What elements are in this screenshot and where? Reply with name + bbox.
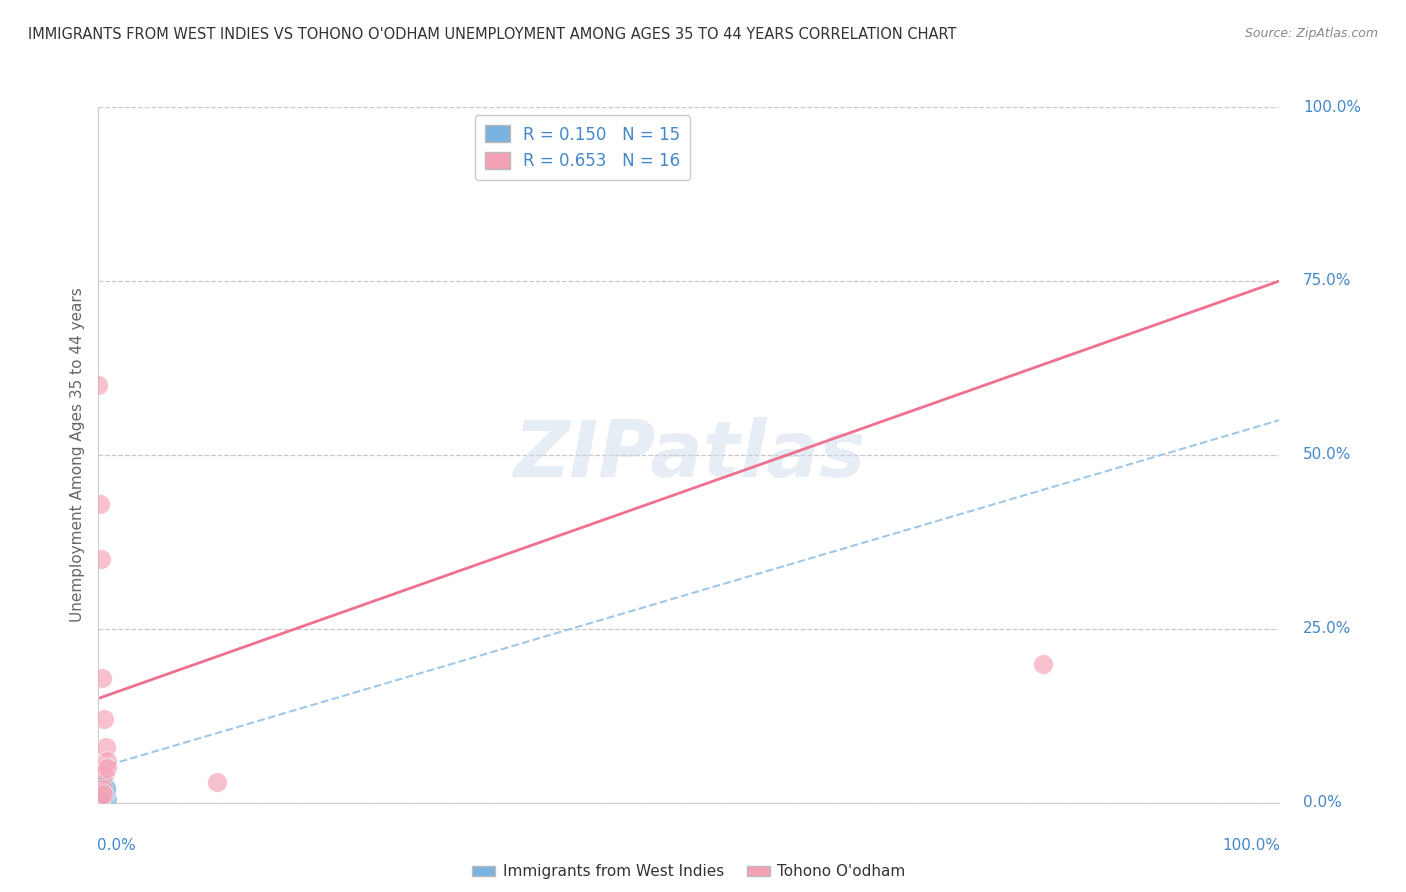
Point: [91, 671, 114, 685]
Point: [91, 790, 114, 805]
Text: 50.0%: 50.0%: [1303, 448, 1351, 462]
Point: [89, 794, 111, 808]
Point: [89, 497, 111, 511]
Point: [90, 789, 112, 803]
Point: [91, 788, 114, 802]
Point: [94, 781, 117, 796]
Point: [91, 783, 114, 797]
Point: [91, 785, 114, 799]
Point: [94, 740, 117, 755]
Point: [91, 778, 114, 792]
Point: [91, 794, 114, 808]
Point: [87, 378, 110, 392]
Text: ZIPatlas: ZIPatlas: [513, 417, 865, 493]
Point: [96, 761, 118, 775]
Point: [89, 792, 111, 806]
Point: [1032, 657, 1054, 671]
Point: [93, 794, 115, 808]
Point: [90, 552, 112, 566]
Text: 100.0%: 100.0%: [1223, 838, 1281, 853]
Point: [96, 754, 118, 768]
Text: 100.0%: 100.0%: [1303, 100, 1361, 114]
Y-axis label: Unemployment Among Ages 35 to 44 years: Unemployment Among Ages 35 to 44 years: [69, 287, 84, 623]
Point: [94, 780, 117, 795]
Point: [91, 781, 114, 796]
Point: [91, 789, 114, 803]
Text: 25.0%: 25.0%: [1303, 622, 1351, 636]
Text: 75.0%: 75.0%: [1303, 274, 1351, 288]
Point: [93, 768, 115, 782]
Point: [91, 788, 114, 802]
Point: [93, 785, 115, 799]
Point: [93, 712, 115, 726]
Text: Source: ZipAtlas.com: Source: ZipAtlas.com: [1244, 27, 1378, 40]
Point: [90, 792, 112, 806]
Point: [93, 790, 115, 805]
Text: 0.0%: 0.0%: [97, 838, 136, 853]
Text: IMMIGRANTS FROM WEST INDIES VS TOHONO O'ODHAM UNEMPLOYMENT AMONG AGES 35 TO 44 Y: IMMIGRANTS FROM WEST INDIES VS TOHONO O'…: [28, 27, 956, 42]
Point: [91, 785, 114, 799]
Point: [205, 775, 228, 789]
Point: [96, 792, 118, 806]
Legend: Immigrants from West Indies, Tohono O'odham: Immigrants from West Indies, Tohono O'od…: [465, 858, 912, 886]
Text: 0.0%: 0.0%: [1303, 796, 1341, 810]
